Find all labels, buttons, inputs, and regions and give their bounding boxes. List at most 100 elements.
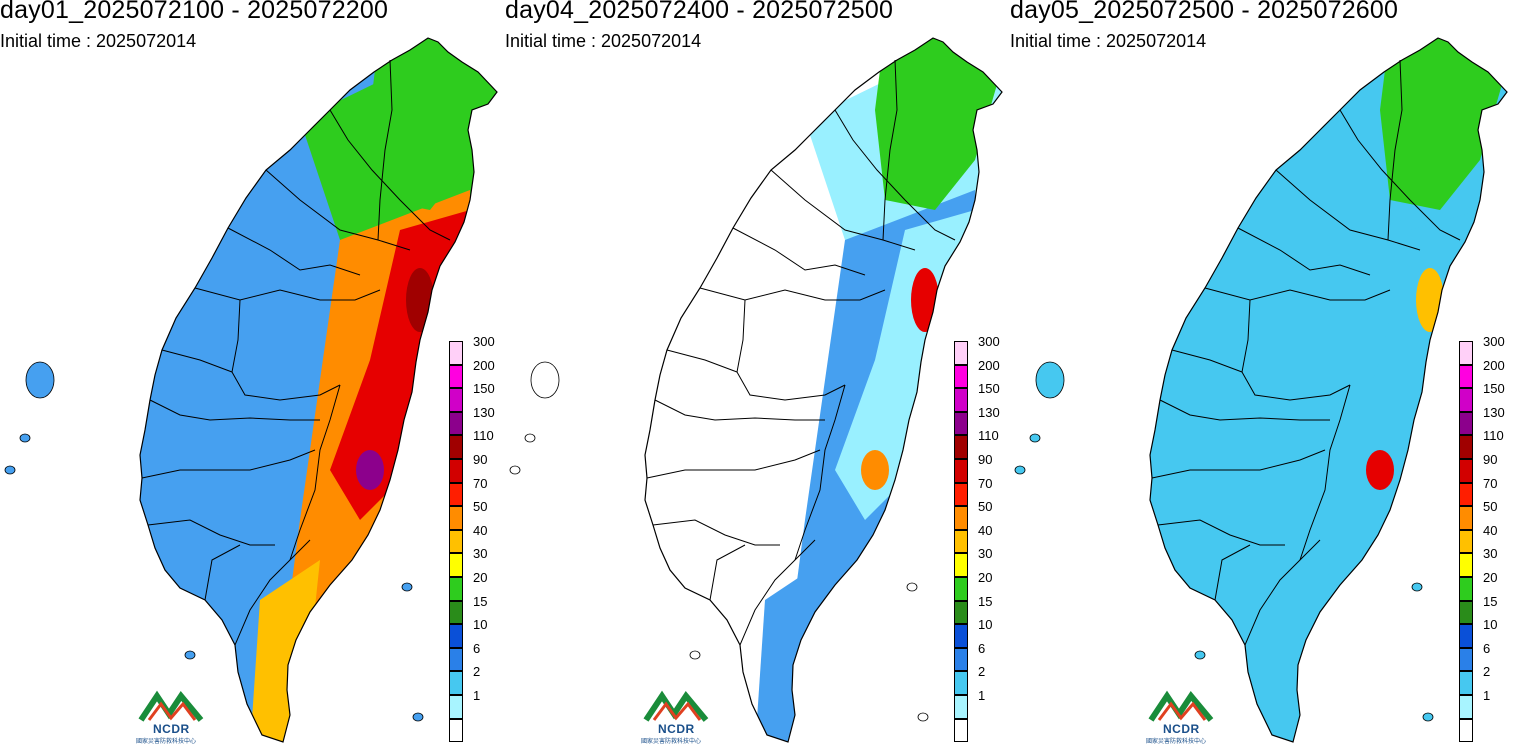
logo-text: NCDR xyxy=(1163,722,1200,736)
rainfall-peak-2 xyxy=(356,450,384,490)
legend-swatch xyxy=(1459,529,1473,554)
legend-label: 50 xyxy=(978,499,993,515)
legend-item: 20 xyxy=(954,570,1010,601)
county-boundary xyxy=(1157,519,1285,546)
legend-item: 70 xyxy=(449,476,505,507)
legend-swatch xyxy=(1459,364,1473,389)
legend-label: 10 xyxy=(473,617,488,633)
map-panel-day05: day05_2025072500 - 2025072600 Initial tim… xyxy=(1010,0,1515,749)
legend-swatch xyxy=(954,694,968,719)
legend-item: 6 xyxy=(449,641,505,672)
logo-text: NCDR xyxy=(658,722,695,736)
panel-title: day04_2025072400 - 2025072500 xyxy=(505,0,894,24)
county-boundary xyxy=(1299,384,1351,561)
legend-swatch xyxy=(449,506,463,530)
legend-item: 1 xyxy=(1459,688,1515,719)
legend-label: 150 xyxy=(473,381,495,397)
legend-item: 130 xyxy=(449,405,505,436)
legend-label: 6 xyxy=(978,640,986,656)
legend-label: 90 xyxy=(473,451,488,467)
color-legend: 300 200 150 130 110 90 70 50 40 30 20 15 10 6 2 1 xyxy=(1459,334,1515,743)
legend-swatch xyxy=(1459,435,1473,459)
legend-swatch xyxy=(1459,694,1473,719)
legend-label: 20 xyxy=(473,569,488,585)
legend-swatch xyxy=(1459,482,1473,507)
rainfall-field-north xyxy=(1380,38,1507,210)
legend-swatch xyxy=(954,482,968,507)
legend-label: 110 xyxy=(1483,428,1504,444)
rainfall-map xyxy=(509,37,1003,743)
ncdr-logo: NCDR 國家災害防救科技中心 xyxy=(1145,690,1219,746)
legend-swatch xyxy=(1459,553,1473,577)
legend-item: 50 xyxy=(1459,499,1515,530)
legend-item: 150 xyxy=(449,381,505,412)
legend-label: 40 xyxy=(1483,522,1498,538)
legend-label: 2 xyxy=(978,664,986,680)
legend-item: 2 xyxy=(954,664,1010,695)
county-boundary xyxy=(231,299,341,401)
legend-label: 30 xyxy=(1483,546,1498,562)
legend-item: 150 xyxy=(954,381,1010,412)
legend-item xyxy=(1459,718,1515,743)
legend-item: 30 xyxy=(1459,546,1515,577)
legend-item: 40 xyxy=(1459,523,1515,554)
rainfall-field-north xyxy=(875,38,1002,210)
legend-swatch xyxy=(449,411,463,436)
islet xyxy=(1014,465,1026,475)
legend-item: 2 xyxy=(449,664,505,695)
county-boundary xyxy=(329,109,451,241)
legend-swatch xyxy=(449,694,463,719)
legend-label: 10 xyxy=(1483,617,1498,633)
legend-label: 110 xyxy=(978,428,999,444)
legend-label: 200 xyxy=(978,357,1000,373)
legend-item: 15 xyxy=(954,594,1010,625)
taiwan-coastline xyxy=(1149,37,1508,743)
county-boundary xyxy=(1275,169,1421,251)
legend-item: 1 xyxy=(954,688,1010,719)
legend-swatch xyxy=(1459,388,1473,412)
legend-swatch xyxy=(449,624,463,648)
legend-swatch xyxy=(1459,671,1473,695)
legend-label: 1 xyxy=(1483,687,1491,703)
county-boundary xyxy=(699,287,886,301)
legend-item: 30 xyxy=(449,546,505,577)
legend-item: 200 xyxy=(1459,358,1515,389)
legend-label: 50 xyxy=(473,499,488,515)
legend-swatch xyxy=(1459,341,1473,365)
legend-label: 130 xyxy=(978,404,1000,420)
legend-item xyxy=(954,718,1010,743)
legend-swatch xyxy=(449,671,463,695)
islet xyxy=(1029,433,1041,443)
legend-swatch xyxy=(1459,600,1473,625)
legend-swatch xyxy=(449,529,463,554)
legend-label: 90 xyxy=(978,451,993,467)
islet xyxy=(1194,650,1206,660)
legend-swatch xyxy=(1459,647,1473,672)
rainfall-peak-2 xyxy=(861,450,889,490)
legend-item: 10 xyxy=(1459,617,1515,648)
county-boundary xyxy=(1171,349,1243,373)
legend-swatch xyxy=(1459,506,1473,530)
legend-label: 20 xyxy=(1483,569,1498,585)
legend-label: 70 xyxy=(978,475,993,491)
map-panel-day04: day04_2025072400 - 2025072500 Initial tim… xyxy=(505,0,1010,749)
county-boundary xyxy=(652,519,780,546)
county-boundary xyxy=(194,287,381,301)
legend-item: 200 xyxy=(449,358,505,389)
legend-label: 70 xyxy=(473,475,488,491)
lanyu-island xyxy=(412,712,424,722)
legend-label: 130 xyxy=(1483,404,1505,420)
legend-item: 150 xyxy=(1459,381,1515,412)
county-boundary xyxy=(646,449,821,479)
county-boundary xyxy=(1204,287,1391,301)
legend-item: 90 xyxy=(1459,452,1515,483)
legend-item: 30 xyxy=(954,546,1010,577)
legend-swatch xyxy=(449,435,463,459)
ludao-island xyxy=(1411,582,1423,592)
county-boundary xyxy=(654,399,825,421)
logo-subtext: 國家災害防救科技中心 xyxy=(1146,739,1207,745)
initial-time-label: Initial time : 2025072014 xyxy=(505,31,702,51)
legend-item: 300 xyxy=(1459,334,1515,365)
taiwan-coastline xyxy=(644,37,1003,743)
legend-label: 2 xyxy=(1483,664,1491,680)
